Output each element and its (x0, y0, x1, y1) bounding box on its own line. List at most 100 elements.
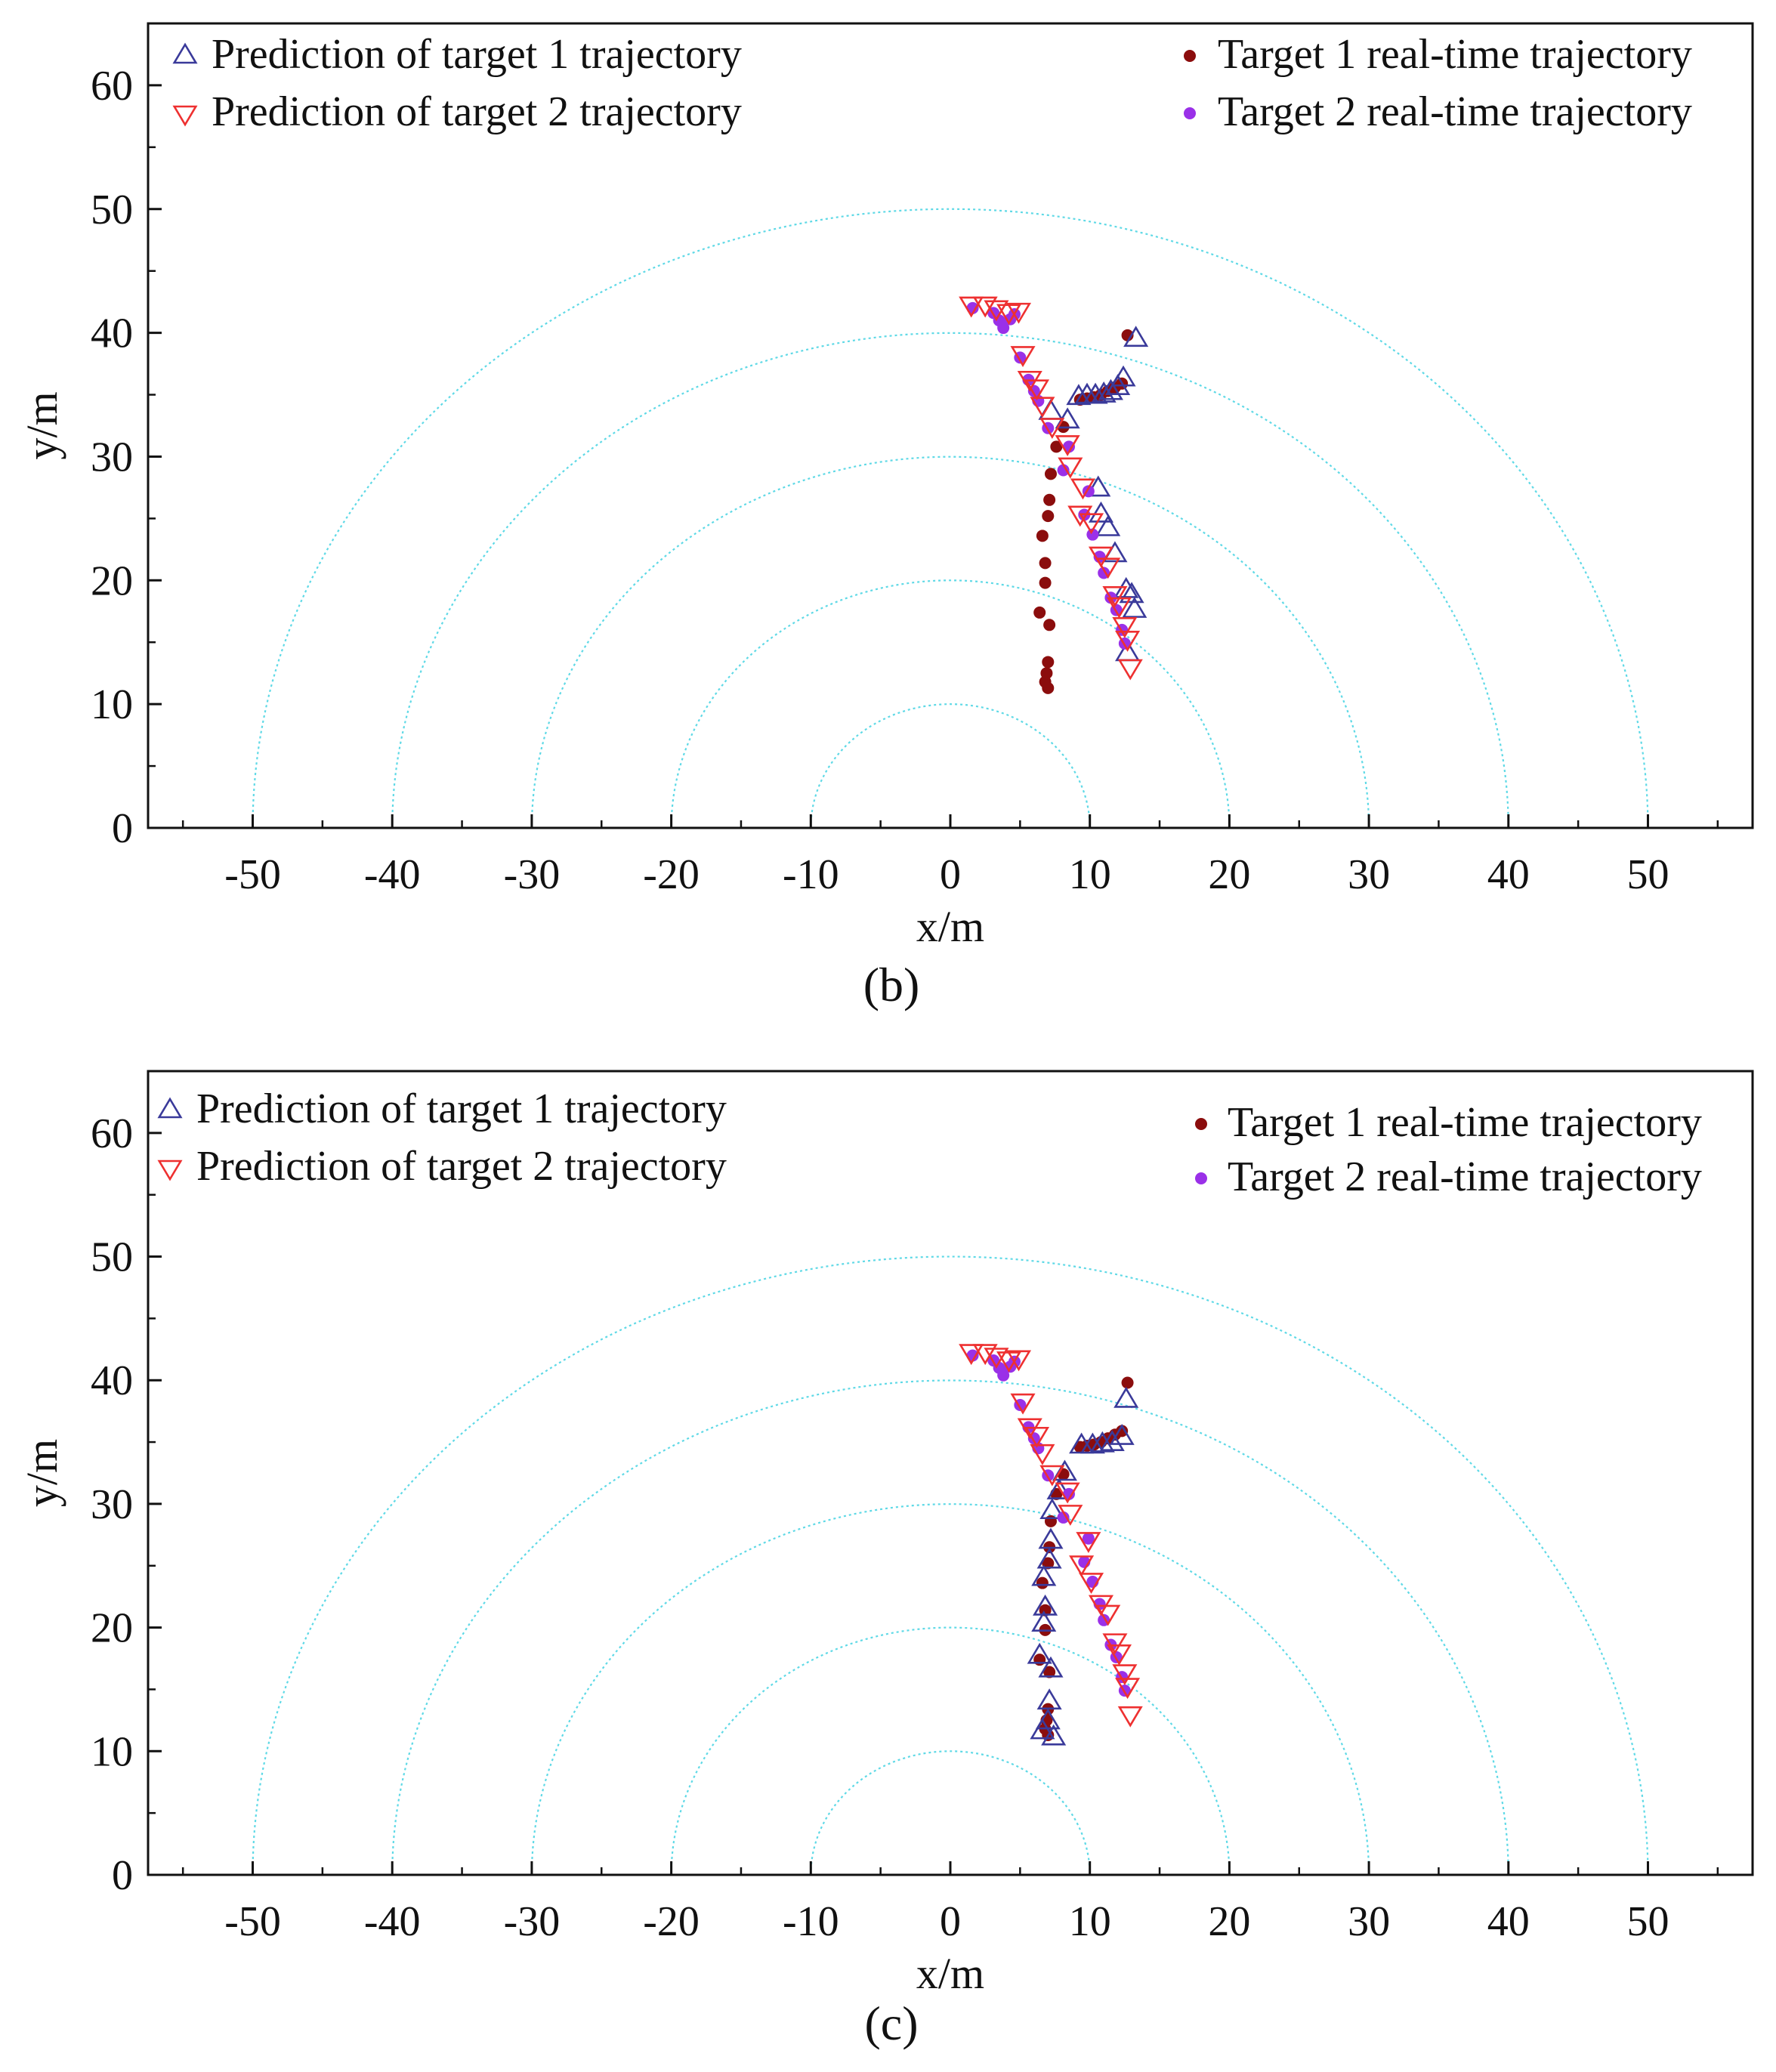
y-tick-label: 10 (91, 681, 133, 728)
panel-label: (b) (863, 958, 920, 1011)
y-tick-label: 10 (91, 1728, 133, 1775)
x-tick-label: 20 (1208, 1898, 1250, 1945)
pred1-point (1113, 1386, 1139, 1408)
real1-point (1050, 440, 1063, 453)
legend-label: Target 1 real-time trajectory (1218, 31, 1692, 78)
x-tick-label: 40 (1487, 851, 1530, 898)
real2-legend-marker (1195, 1172, 1207, 1184)
pred1-point (1036, 1688, 1062, 1710)
y-tick-label: 60 (91, 63, 133, 110)
pred2-point (1055, 435, 1080, 456)
pred1-point (1030, 1718, 1055, 1740)
y-tick-label: 50 (91, 187, 133, 233)
x-tick-label: -10 (783, 851, 839, 898)
real2-point (1086, 528, 1099, 541)
axis-ticks (148, 1070, 1719, 1876)
real1-point (1039, 557, 1052, 570)
x-tick-label: 20 (1208, 851, 1250, 898)
pred2-point (1058, 457, 1083, 479)
pred2-point (1115, 631, 1141, 652)
legend: Prediction of target 1 trajectory Predict… (172, 31, 1692, 135)
real1-point (1044, 468, 1057, 480)
x-tick-label: -40 (364, 851, 421, 898)
pred2-point (1030, 1444, 1055, 1465)
panel-label: (c) (864, 1996, 918, 2050)
axis-ticks (148, 22, 1719, 829)
legend-item-pred2: Prediction of target 2 trajectory (172, 88, 742, 135)
data-points (959, 1344, 1143, 1746)
pred1-legend-marker (172, 42, 198, 64)
real1-point (1043, 619, 1056, 631)
pred2-point (1088, 546, 1114, 568)
pred1-point (1039, 1498, 1065, 1520)
x-tick-label: 30 (1348, 851, 1390, 898)
legend: Prediction of target 1 trajectory Predict… (157, 1085, 1702, 1200)
x-tick-label: -30 (504, 1898, 561, 1945)
pred2-point (972, 1344, 998, 1366)
pred2-point (1039, 418, 1065, 440)
pred2-point (959, 296, 984, 318)
pred2-point (1067, 505, 1093, 527)
pred1-point (1091, 381, 1117, 403)
real1-point (1036, 530, 1049, 542)
legend-label: Target 2 real-time trajectory (1218, 88, 1692, 135)
pred1-point (1122, 597, 1147, 618)
range-ring-20 (670, 579, 1231, 829)
pred2-point (1024, 1426, 1050, 1448)
pred2-point (1106, 1644, 1132, 1666)
x-tick-label: 40 (1487, 1898, 1530, 1945)
pred1-legend-marker (157, 1097, 183, 1119)
real2-point (997, 1369, 1010, 1382)
x-tick-label: 50 (1626, 1898, 1669, 1945)
legend-label: Prediction of target 1 trajectory (212, 31, 742, 78)
real1-point (1033, 1654, 1046, 1666)
real1-legend-marker (1195, 1118, 1207, 1130)
real2-point (1082, 1532, 1095, 1545)
pred2-point (1079, 1573, 1104, 1594)
x-tick-label: -50 (224, 851, 281, 898)
pred2-point (1117, 1706, 1143, 1728)
pred1-point (1036, 1547, 1062, 1569)
chart-panel-b: -50 -40 -30 -20 -10 0 10 20 30 40 500102030405060 … (17, 22, 1754, 1011)
tick-labels: -50 -40 -30 -20 -10 0 10 20 30 40 50 0 10 20 30 40 50 60 (91, 1110, 1669, 1945)
pred1-point (1109, 1423, 1135, 1445)
x-tick-label: -20 (643, 851, 700, 898)
real1-point (1043, 493, 1056, 506)
legend-label: Prediction of target 2 trajectory (196, 1143, 727, 1190)
range-ring-30 (530, 1502, 1370, 1876)
tick-labels: -50 -40 -30 -20 -10 0 10 20 30 40 50 0 10 20 30 40 50 60 (91, 63, 1669, 898)
real1-point (1044, 1515, 1057, 1527)
pred1-point (1088, 501, 1114, 523)
pred2-point (1112, 616, 1138, 638)
pred2-point (1039, 1465, 1065, 1487)
pred2-point (1069, 1555, 1095, 1577)
x-tick-label: 10 (1069, 851, 1111, 898)
legend-item-pred1: Prediction of target 1 trajectory (172, 31, 742, 78)
pred2-point (1117, 659, 1143, 681)
x-tick-label: -40 (364, 1898, 421, 1945)
x-tick-label: 0 (940, 851, 961, 898)
range-ring-10 (810, 703, 1091, 829)
pred1-point (1038, 1656, 1064, 1678)
pred2-point (1112, 1664, 1138, 1686)
range-rings (252, 208, 1649, 829)
real1-legend-marker (1184, 50, 1196, 62)
real1-point (1039, 1604, 1052, 1617)
pred2-point (1005, 302, 1032, 324)
y-axis-title: y/m (17, 1439, 66, 1507)
real1-point (1040, 667, 1053, 680)
pred2-point (1095, 1604, 1121, 1626)
chart-panel-c: -50 -40 -30 -20 -10 0 10 20 30 40 500102030405060 … (17, 1070, 1754, 2050)
pred1-point (1066, 384, 1092, 406)
pred2-point (1024, 379, 1050, 401)
y-tick-label: 30 (91, 1481, 133, 1528)
real2-legend-marker (1184, 107, 1196, 119)
legend-label: Target 2 real-time trajectory (1228, 1153, 1702, 1200)
pred2-point (1115, 1678, 1141, 1700)
pred2-point (1010, 1393, 1036, 1415)
pred2-point (1079, 513, 1104, 535)
legend-item-real1: Target 1 real-time trajectory (1184, 31, 1692, 78)
x-tick-label: -10 (783, 1898, 839, 1945)
pred2-point (1102, 1633, 1128, 1655)
pred1-point (1098, 378, 1123, 400)
